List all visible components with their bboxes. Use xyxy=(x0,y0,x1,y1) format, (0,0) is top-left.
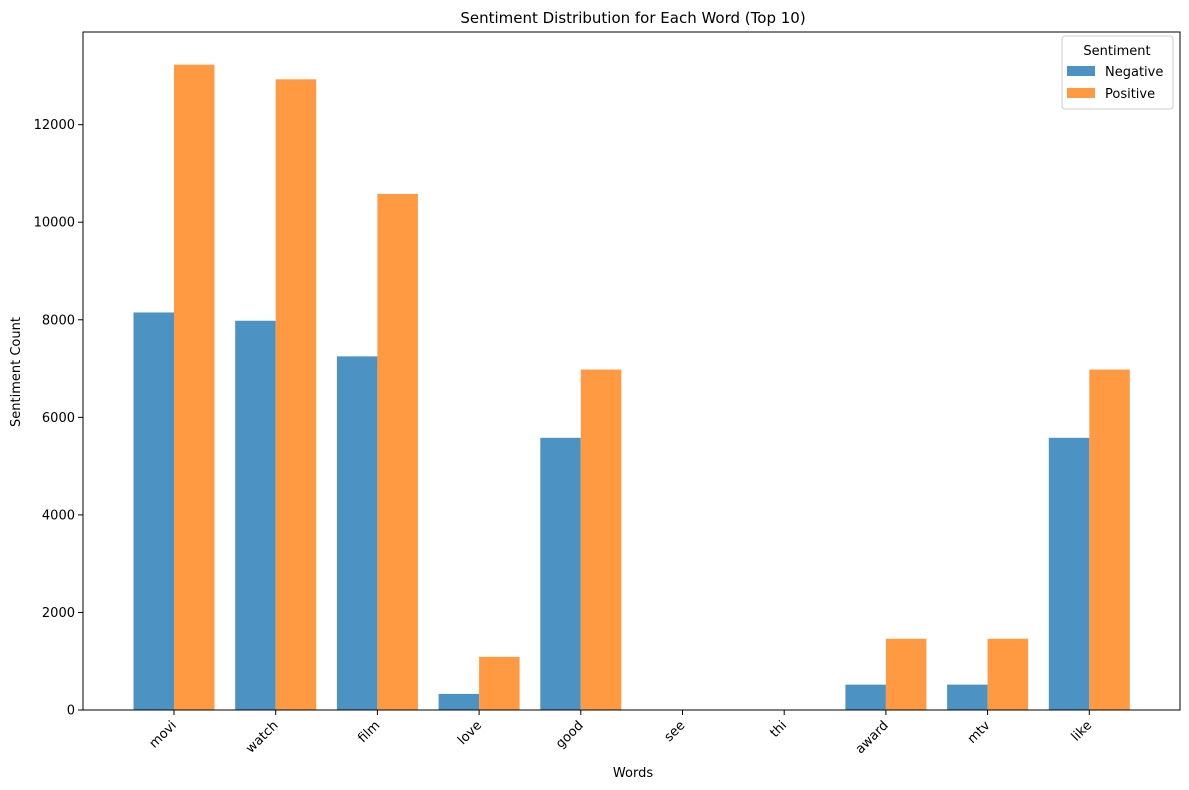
bar-positive-film xyxy=(377,193,418,710)
y-tick-label: 12000 xyxy=(34,118,75,133)
bar-positive-mtv xyxy=(987,638,1029,710)
legend: Sentiment Negative Positive xyxy=(1061,35,1174,110)
bar-negative-watch xyxy=(235,320,276,710)
y-tick-label: 0 xyxy=(67,704,75,719)
bar-negative-film xyxy=(336,356,378,710)
legend-label-negative: Negative xyxy=(1105,65,1163,80)
bar-positive-movi xyxy=(174,64,215,711)
y-tick-label: 10000 xyxy=(34,216,75,231)
bar-positive-like xyxy=(1089,369,1130,710)
bar-negative-movi xyxy=(133,312,174,710)
bar-positive-good xyxy=(580,369,622,710)
legend-title: Sentiment xyxy=(1083,44,1150,59)
y-tick-label: 8000 xyxy=(42,313,75,328)
y-tick-label: 4000 xyxy=(42,508,75,523)
bar-negative-good xyxy=(540,437,581,710)
bar-negative-mtv xyxy=(947,684,988,710)
plot-frame xyxy=(82,31,1181,711)
bar-negative-like xyxy=(1048,437,1090,710)
y-axis: 0 2000 4000 6000 8000 10000 12000 xyxy=(34,118,83,719)
legend-swatch-positive xyxy=(1067,88,1095,98)
bar-positive-watch xyxy=(275,79,317,711)
y-tick-label: 2000 xyxy=(42,606,75,621)
y-tick-label: 6000 xyxy=(42,411,75,426)
bar-negative-love xyxy=(438,693,480,710)
bar-positive-award xyxy=(885,638,927,710)
legend-label-positive: Positive xyxy=(1105,87,1155,102)
y-axis-title: Sentiment Count xyxy=(9,317,24,427)
x-axis-title: Words xyxy=(613,766,653,781)
bar-positive-love xyxy=(479,656,520,710)
legend-swatch-negative xyxy=(1067,66,1095,76)
chart-title: Sentiment Distribution for Each Word (To… xyxy=(460,9,805,27)
bars-group xyxy=(133,64,1130,711)
bar-negative-award xyxy=(845,684,886,710)
